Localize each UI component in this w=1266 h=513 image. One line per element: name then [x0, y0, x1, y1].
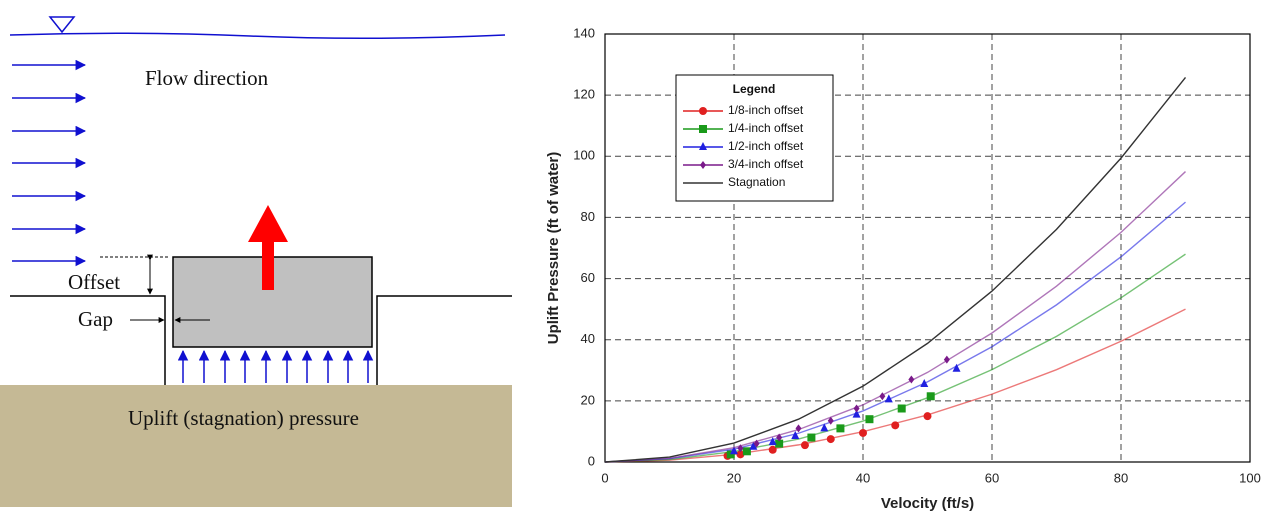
legend-label: 1/2-inch offset	[728, 139, 804, 153]
plot-frame	[604, 33, 1251, 463]
data-point	[923, 412, 932, 421]
curve	[604, 76, 1187, 463]
data-point	[859, 428, 867, 437]
water-level-symbol	[48, 16, 76, 34]
uplift-arrow	[248, 205, 288, 290]
legend-label: 3/4-inch offset	[728, 157, 804, 171]
legend-label: 1/8-inch offset	[728, 103, 804, 117]
y-tick-label: 20	[581, 392, 595, 407]
y-tick-label: 40	[581, 331, 595, 346]
pressure-arrows	[177, 349, 374, 383]
data-point	[726, 450, 735, 459]
data-point	[775, 439, 784, 448]
data-point	[836, 424, 845, 433]
data-point	[879, 392, 886, 401]
y-tick-label: 0	[588, 453, 595, 468]
y-tick-label: 60	[581, 270, 595, 285]
data-point	[749, 441, 758, 450]
x-tick-label: 80	[1114, 470, 1128, 485]
data-point	[736, 450, 745, 459]
x-axis-title: Velocity (ft/s)	[881, 495, 974, 512]
x-tick-label: 100	[1239, 470, 1261, 485]
data-point	[891, 421, 900, 430]
offset-label: Offset	[68, 270, 120, 294]
data-point	[853, 404, 860, 413]
data-point	[776, 433, 783, 442]
bed	[10, 295, 512, 385]
data-point	[800, 441, 809, 450]
ground	[0, 385, 512, 507]
flow-arrows	[12, 59, 87, 267]
legend-label: 1/4-inch offset	[728, 121, 804, 135]
data-point	[943, 355, 950, 364]
y-tick-label: 140	[573, 25, 595, 40]
x-tick-label: 40	[856, 470, 870, 485]
data-point	[753, 439, 760, 448]
data-point	[768, 445, 777, 454]
data-point	[897, 404, 906, 413]
legend-marker	[699, 142, 707, 150]
flow-label: Flow direction	[145, 66, 269, 90]
legend-box	[675, 74, 834, 202]
data-point	[768, 437, 777, 446]
curve	[604, 201, 1186, 463]
data-point	[827, 416, 834, 425]
data-point	[908, 375, 915, 384]
gap-label: Gap	[78, 307, 113, 331]
y-axis-title: Uplift Pressure (ft of water)	[545, 152, 562, 345]
chart: 0 20 40 60 80 100 0 20 40 60 80 100 120 140 Velocity (…	[545, 25, 1261, 512]
data-point	[852, 409, 861, 418]
data-point	[737, 444, 744, 453]
data-point	[926, 392, 935, 401]
data-point	[920, 379, 929, 388]
y-tick-label: 80	[581, 209, 595, 224]
data-point	[826, 435, 835, 444]
data-point	[865, 415, 874, 424]
data-point	[730, 446, 738, 455]
x-tick-label: 0	[601, 470, 608, 485]
legend-label: Stagnation	[728, 175, 785, 189]
pressure-label: Uplift (stagnation) pressure	[128, 406, 359, 430]
curve	[604, 253, 1186, 463]
diagram: Flow direction Offset Gap Uplift (stagna…	[0, 16, 512, 507]
curve	[604, 171, 1186, 463]
legend-title: Legend	[733, 82, 776, 96]
y-tick-label: 120	[573, 87, 595, 102]
data-point	[795, 424, 802, 433]
water-surface	[9, 32, 506, 40]
data-point	[952, 363, 961, 372]
legend-marker	[699, 107, 707, 115]
x-tick-label: 60	[985, 470, 999, 485]
legend-marker	[699, 125, 707, 133]
data-point	[791, 431, 800, 440]
x-tick-label: 20	[727, 470, 741, 485]
curve	[604, 308, 1186, 463]
legend-marker	[700, 161, 706, 169]
data-point	[742, 447, 751, 456]
data-point	[807, 433, 816, 442]
y-tick-label: 100	[573, 148, 595, 163]
data-point	[884, 394, 893, 403]
data-point	[820, 423, 829, 432]
